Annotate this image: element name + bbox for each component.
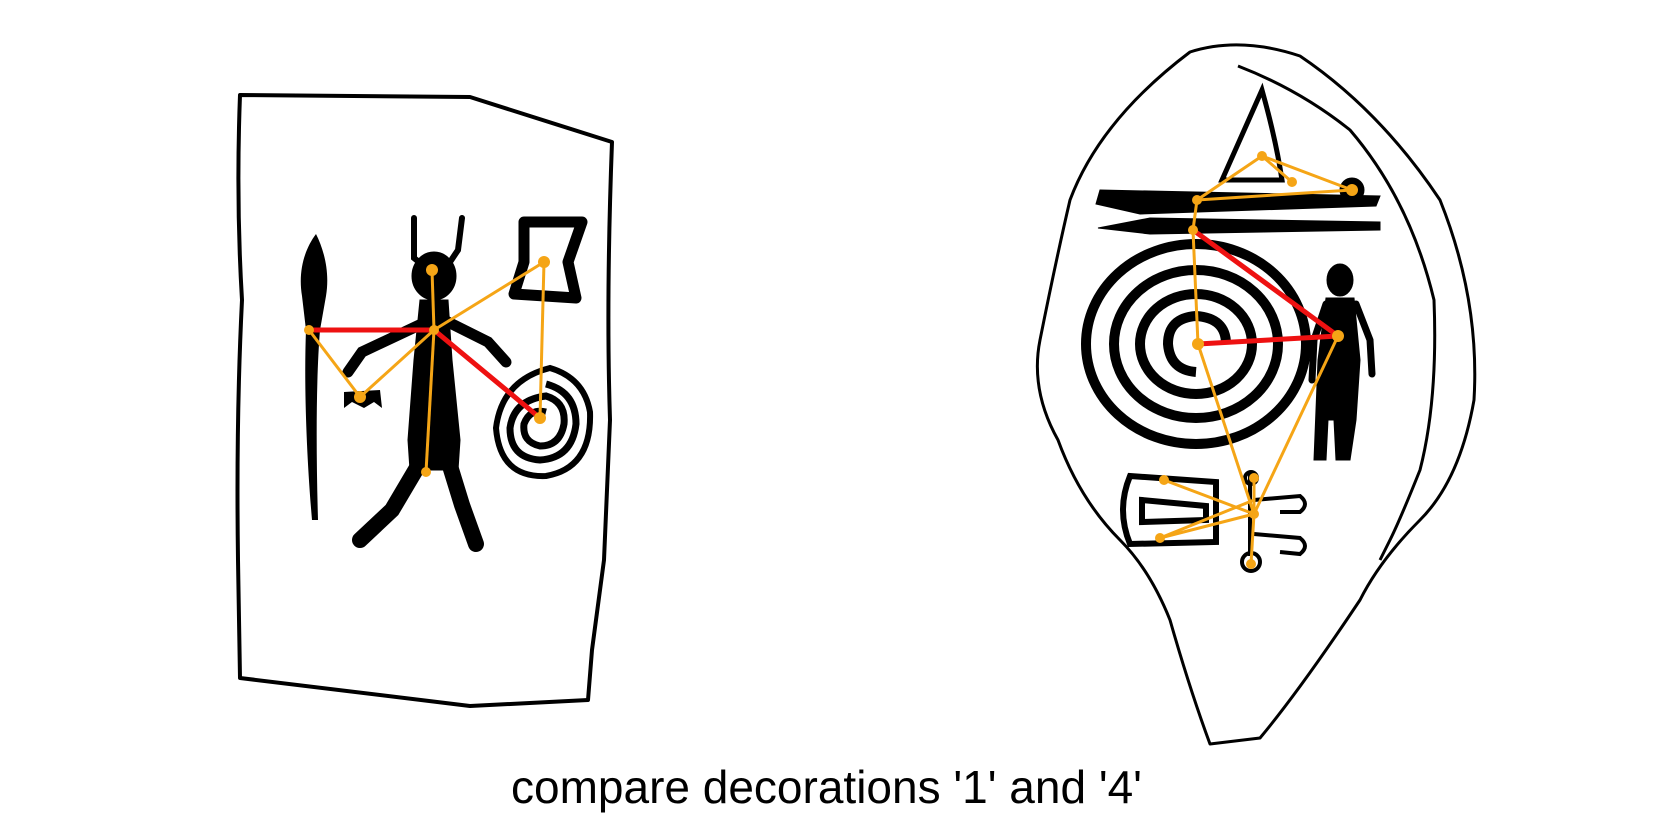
diagram-caption: compare decorations '1' and '4' bbox=[511, 761, 1142, 813]
decoration-1-panel bbox=[235, 93, 614, 708]
standing-figure-icon bbox=[1308, 263, 1376, 461]
decoration-4-panel bbox=[1035, 43, 1477, 746]
decoration-4-inner-outline bbox=[1237, 64, 1437, 561]
spiral-shield-icon bbox=[492, 364, 594, 480]
spear-icon bbox=[300, 234, 328, 520]
square-frame-icon bbox=[508, 216, 588, 304]
decoration-4-primary-links bbox=[1190, 227, 1341, 347]
decoration-4-secondary-links bbox=[1159, 154, 1353, 565]
decoration-1-secondary-links bbox=[307, 260, 546, 473]
boat-icon bbox=[1095, 82, 1381, 235]
decoration-4-nodes bbox=[1155, 151, 1358, 569]
decoration-1-nodes bbox=[304, 256, 550, 477]
decoration-1-primary-links bbox=[306, 327, 543, 421]
concentric-spiral-icon bbox=[1081, 239, 1311, 449]
decoration-1-outline bbox=[235, 93, 614, 708]
decoration-4-outer-outline bbox=[1035, 43, 1477, 746]
